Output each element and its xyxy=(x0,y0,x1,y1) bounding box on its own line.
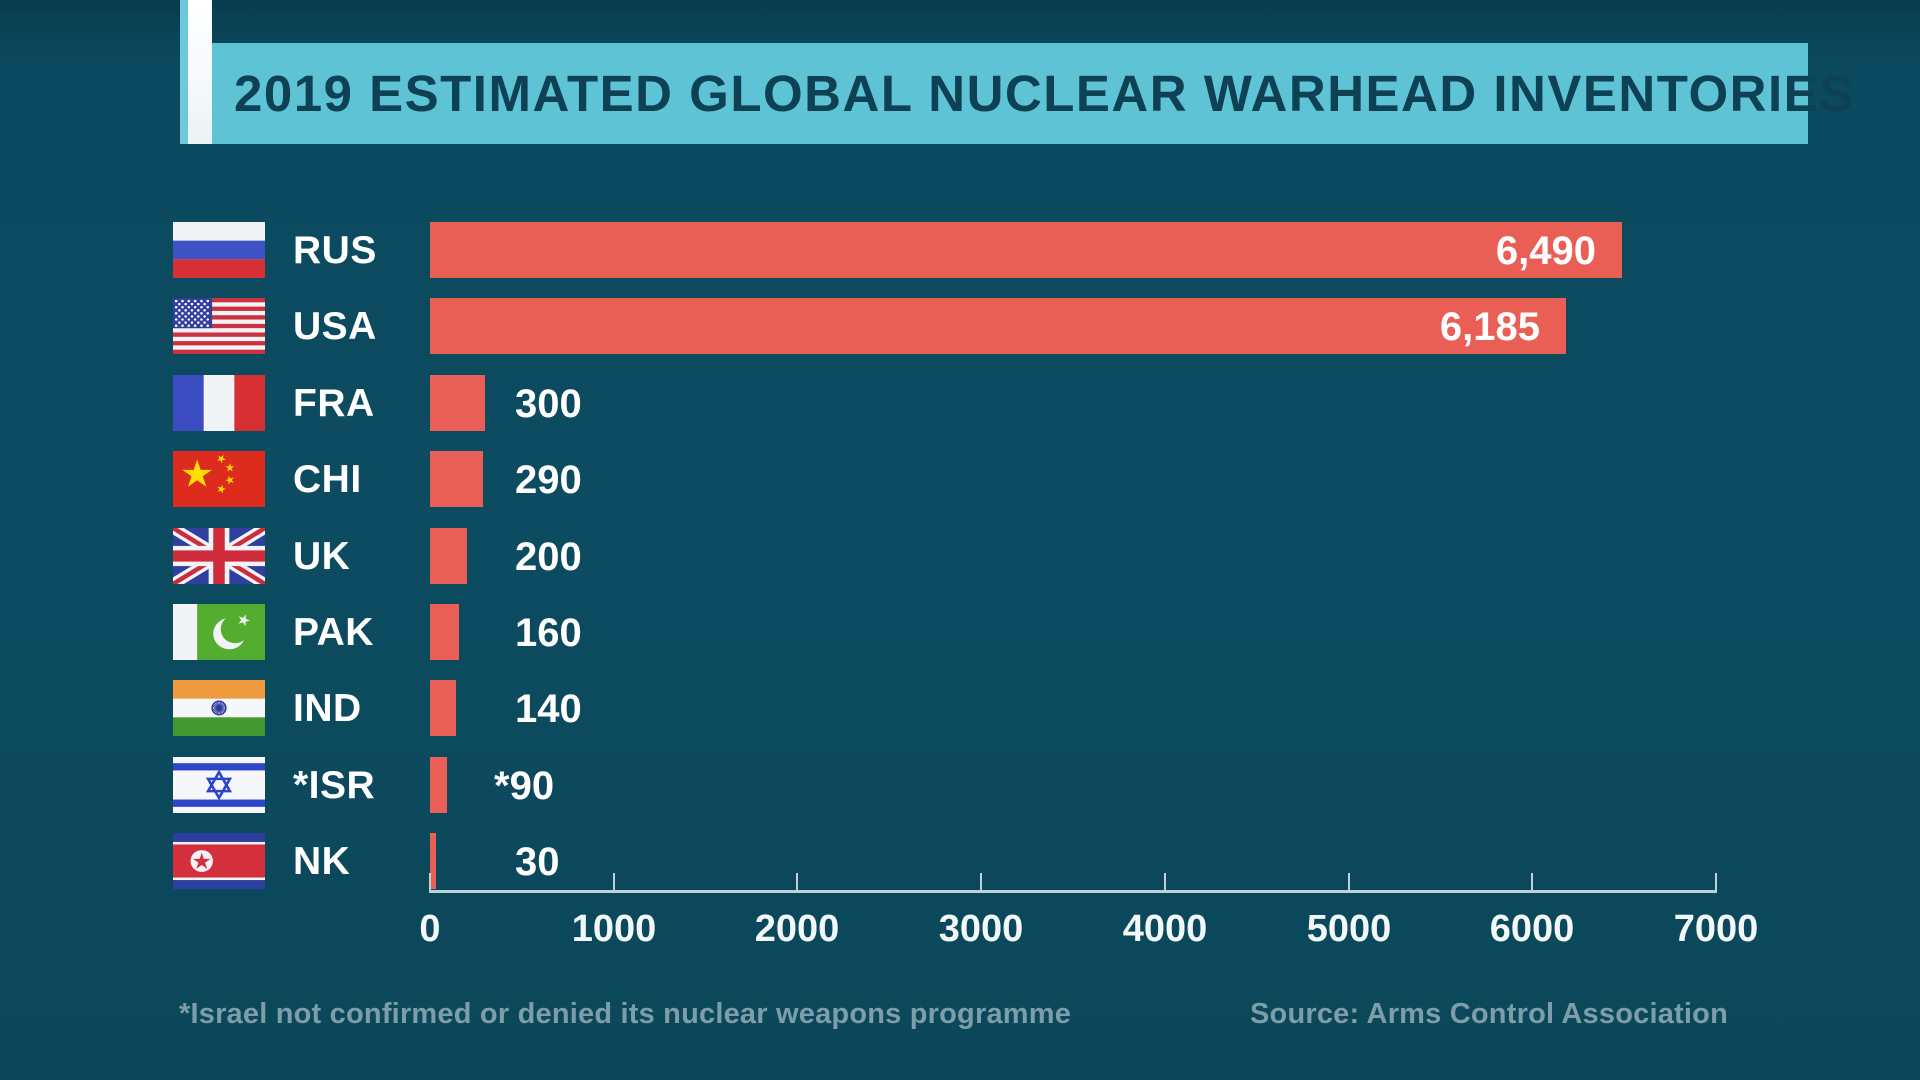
accent-stripe xyxy=(188,0,212,144)
country-label: FRA xyxy=(293,382,375,425)
source-note: Source: Arms Control Association xyxy=(1250,998,1728,1030)
pakistan-flag-icon xyxy=(173,604,265,660)
x-axis-tick xyxy=(613,873,615,890)
country-row: *ISR *90 xyxy=(0,757,1920,813)
value-bar xyxy=(430,833,436,889)
india-flag-icon xyxy=(173,680,265,736)
value-label: 6,185 xyxy=(1439,305,1540,349)
value-bar: 6,490 xyxy=(430,222,1622,278)
country-row: NK 30 xyxy=(0,833,1920,889)
x-axis-tick-label: 3000 xyxy=(938,908,1024,950)
country-label: IND xyxy=(293,687,362,730)
value-label: 300 xyxy=(515,382,582,426)
x-axis-tick-label: 0 xyxy=(419,908,441,950)
country-row: FRA 300 xyxy=(0,375,1920,431)
country-label: PAK xyxy=(293,611,374,654)
country-row: CHI 290 xyxy=(0,451,1920,507)
russia-flag-icon xyxy=(173,222,265,278)
value-label: 200 xyxy=(515,535,582,579)
country-row: PAK 160 xyxy=(0,604,1920,660)
country-label: UK xyxy=(293,535,351,578)
country-row: RUS 6,490 xyxy=(0,222,1920,278)
x-axis-tick xyxy=(1348,873,1350,890)
x-axis-tick-label: 2000 xyxy=(754,908,840,950)
x-axis-tick xyxy=(1531,873,1533,890)
x-axis-tick xyxy=(1715,873,1717,890)
country-label: CHI xyxy=(293,458,362,501)
value-bar: 6,185 xyxy=(430,298,1566,354)
country-label: USA xyxy=(293,305,377,348)
x-axis-line xyxy=(429,890,1717,893)
value-label: *90 xyxy=(494,764,555,808)
china-flag-icon xyxy=(173,451,265,507)
israel-flag-icon xyxy=(173,757,265,813)
uk-flag-icon xyxy=(173,528,265,584)
country-label: *ISR xyxy=(293,764,376,807)
france-flag-icon xyxy=(173,375,265,431)
value-bar xyxy=(430,375,485,431)
footnote: *Israel not confirmed or denied its nucl… xyxy=(179,998,1072,1030)
country-row: UK 200 xyxy=(0,528,1920,584)
x-axis-tick-label: 4000 xyxy=(1122,908,1208,950)
value-label: 290 xyxy=(515,458,582,502)
country-label: RUS xyxy=(293,229,377,272)
x-axis-tick xyxy=(796,873,798,890)
x-axis-tick-label: 6000 xyxy=(1489,908,1575,950)
title-band: 2019 ESTIMATED GLOBAL NUCLEAR WARHEAD IN… xyxy=(212,43,1855,144)
x-axis-tick xyxy=(1164,873,1166,890)
value-label: 30 xyxy=(515,840,560,884)
value-bar xyxy=(430,604,459,660)
value-label: 140 xyxy=(515,687,582,731)
value-bar xyxy=(430,757,447,813)
x-axis-tick-label: 5000 xyxy=(1306,908,1392,950)
value-bar xyxy=(430,528,467,584)
page-title: 2019 ESTIMATED GLOBAL NUCLEAR WARHEAD IN… xyxy=(234,65,1855,122)
country-label: NK xyxy=(293,840,351,883)
country-row: USA 6,185 xyxy=(0,298,1920,354)
x-axis-tick xyxy=(980,873,982,890)
usa-flag-icon xyxy=(173,298,265,354)
north-korea-flag-icon xyxy=(173,833,265,889)
value-label: 6,490 xyxy=(1495,229,1596,273)
value-label: 160 xyxy=(515,611,582,655)
x-axis-tick-label: 7000 xyxy=(1673,908,1759,950)
x-axis-tick-label: 1000 xyxy=(571,908,657,950)
country-row: IND 140 xyxy=(0,680,1920,736)
value-bar xyxy=(430,680,456,736)
value-bar xyxy=(430,451,483,507)
x-axis-tick xyxy=(429,873,431,890)
accent-sliver xyxy=(180,0,188,144)
